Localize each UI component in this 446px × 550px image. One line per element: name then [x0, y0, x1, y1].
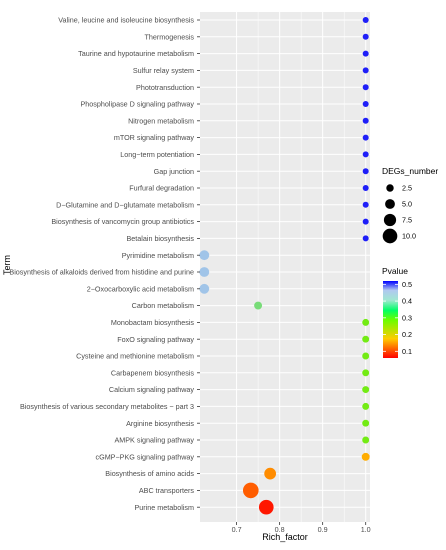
data-point: [362, 50, 369, 57]
data-point: [362, 335, 370, 343]
x-axis-title: Rich_factor: [262, 532, 308, 542]
data-point: [362, 402, 370, 410]
data-point: [361, 452, 370, 461]
data-point: [362, 318, 370, 326]
data-point: [254, 301, 263, 310]
data-point: [362, 117, 369, 124]
size-legend-dot: [383, 213, 397, 227]
term-label: Betalain biosynthesis: [126, 234, 194, 243]
data-point: [199, 250, 210, 261]
data-point: [199, 267, 210, 277]
colorbar-label: 0.2: [402, 330, 412, 339]
term-label: Calcium signaling pathway: [109, 385, 195, 394]
data-points: [199, 17, 370, 515]
data-point: [362, 419, 370, 427]
term-label: 2−Oxocarboxylic acid metabolism: [87, 284, 194, 293]
term-label: Phospholipase D signaling pathway: [81, 100, 195, 109]
term-label: Biosynthesis of various secondary metabo…: [20, 402, 194, 411]
size-legend-label: 5.0: [402, 200, 412, 209]
size-legend: DEGs_number 2.5 5.0 7.5 10.0: [382, 166, 438, 244]
data-point: [362, 235, 369, 242]
term-label: Phototransduction: [136, 83, 194, 92]
term-label: Biosynthesis of alkaloids derived from h…: [9, 268, 194, 277]
term-tick-labels: Valine, leucine and isoleucine biosynthe…: [9, 16, 200, 512]
data-point: [362, 352, 370, 360]
size-legend-label: 2.5: [402, 184, 412, 193]
data-point: [362, 101, 369, 107]
term-label: Carbapenem biosynthesis: [111, 368, 195, 377]
term-label: Arginine biosynthesis: [126, 419, 194, 428]
data-point: [199, 283, 210, 294]
data-point: [362, 33, 369, 40]
term-label: Monobactam biosynthesis: [111, 318, 195, 327]
colorbar-label: 0.3: [402, 313, 412, 322]
term-label: Nitrogen metabolism: [128, 116, 194, 125]
data-point: [242, 482, 259, 499]
size-legend-dot: [386, 184, 394, 192]
y-axis-title: Term: [2, 255, 12, 275]
data-point: [362, 134, 369, 141]
data-point: [258, 499, 274, 515]
size-legend-title: DEGs_number: [382, 166, 438, 176]
term-label: Carbon metabolism: [132, 301, 194, 310]
term-label: Cysteine and methionine metabolism: [76, 352, 194, 361]
color-legend-title: Pvalue: [382, 266, 408, 276]
term-label: Valine, leucine and isoleucine biosynthe…: [58, 16, 194, 25]
data-point: [264, 467, 277, 480]
term-label: FoxO signaling pathway: [117, 335, 194, 344]
term-label: cGMP−PKG signaling pathway: [96, 452, 195, 461]
grid-lines: [200, 12, 370, 522]
term-label: Biosynthesis of amino acids: [105, 469, 194, 478]
term-label: D−Glutamine and D−glutamate metabolism: [56, 200, 194, 209]
data-point: [362, 386, 370, 394]
color-legend: Pvalue 0.1 0.2 0.3 0.4 0.5: [382, 266, 412, 358]
term-label: Gap junction: [154, 167, 194, 176]
data-point: [362, 168, 369, 175]
size-legend-label: 10.0: [402, 232, 416, 241]
colorbar-label: 0.4: [402, 297, 412, 306]
pvalue-colorbar: [383, 281, 398, 358]
data-point: [362, 218, 369, 225]
colorbar-label: 0.1: [402, 347, 412, 356]
term-label: Sulfur relay system: [133, 66, 194, 75]
x-tick-label: 0.8: [275, 525, 285, 534]
term-label: Furfural degradation: [129, 184, 194, 193]
size-legend-dot: [385, 199, 395, 209]
term-label: ABC transporters: [139, 486, 195, 495]
x-tick-label: 1.0: [361, 525, 371, 534]
data-point: [362, 369, 370, 377]
term-label: Taurine and hypotaurine metabolism: [78, 49, 194, 58]
term-label: Thermogenesis: [144, 32, 194, 41]
data-point: [362, 151, 369, 158]
data-point: [362, 17, 369, 23]
data-point: [362, 84, 369, 91]
term-label: Biosynthesis of vancomycin group antibio…: [51, 217, 194, 226]
data-point: [362, 201, 369, 208]
size-legend-dot: [382, 228, 398, 244]
term-label: Purine metabolism: [134, 503, 194, 512]
data-point: [362, 185, 369, 191]
term-label: mTOR signaling pathway: [114, 133, 195, 142]
x-tick-label: 0.7: [232, 525, 242, 534]
data-point: [362, 436, 370, 444]
plot-panel: [200, 12, 370, 522]
term-label: AMPK signaling pathway: [114, 436, 194, 445]
colorbar-label: 0.5: [402, 280, 412, 289]
x-tick-label: 0.9: [318, 525, 328, 534]
size-legend-label: 7.5: [402, 216, 412, 225]
term-label: Pyrimidine metabolism: [122, 251, 194, 260]
term-label: Long−term potentiation: [120, 150, 194, 159]
data-point: [362, 67, 369, 74]
x-tick-labels: 0.7 0.8 0.9 1.0: [232, 522, 371, 534]
